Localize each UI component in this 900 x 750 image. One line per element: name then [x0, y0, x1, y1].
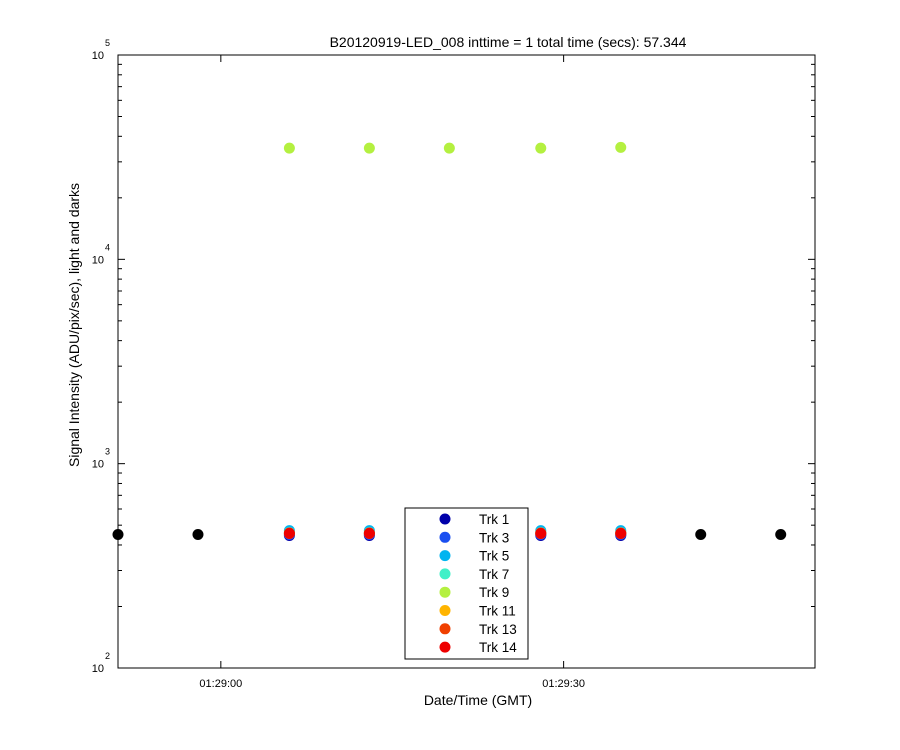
chart-title: B20120919-LED_008 inttime = 1 total time…	[330, 34, 687, 50]
dark-point	[112, 529, 124, 541]
legend-marker-trk-1	[439, 513, 451, 525]
legend-marker-trk-13	[439, 623, 451, 635]
legend-marker-trk-14	[439, 641, 451, 653]
trk-14-point	[535, 528, 547, 540]
legend-box	[404, 507, 529, 660]
legend-marker-trk-11	[439, 605, 451, 616]
legend: Trk 1 Trk 3 Trk 5 Trk 7 Trk 9 Trk 11 Trk 13 Trk…	[404, 507, 529, 660]
x-tick-label: 01:29:00	[199, 678, 242, 690]
trk-9-point	[535, 142, 547, 154]
trk-14-point	[283, 528, 295, 540]
trk-9-point	[283, 142, 295, 154]
legend-marker-trk-9	[439, 586, 451, 598]
legend-label-trk-7: Trk 7	[479, 567, 509, 582]
trk-14-point	[363, 528, 375, 540]
legend-label-trk-9: Trk 9	[479, 585, 509, 600]
y-tick-exponent: 3	[105, 447, 110, 457]
y-tick-exponent: 4	[105, 242, 110, 252]
y-tick-label: 10	[92, 663, 104, 675]
legend-label-trk-13: Trk 13	[479, 622, 517, 637]
legend-label-trk-11: Trk 11	[479, 604, 516, 619]
legend-label-trk-5: Trk 5	[479, 549, 509, 564]
legend-marker-trk-5	[439, 550, 451, 562]
x-axis-label: Date/Time (GMT)	[424, 692, 532, 708]
trk-9-point	[443, 142, 455, 154]
legend-label-trk-3: Trk 3	[479, 530, 509, 545]
y-axis-label: Signal Intensity (ADU/pix/sec), light an…	[66, 183, 82, 467]
dark-point	[775, 529, 787, 541]
legend-label-trk-1: Trk 1	[479, 512, 509, 527]
trk-9-point	[363, 142, 375, 154]
dark-point	[695, 529, 707, 541]
trk-9-point	[615, 141, 627, 153]
x-axis-ticks: 01:29:00 01:29:30	[199, 55, 585, 690]
legend-label-trk-14: Trk 14	[479, 640, 517, 655]
y-tick-label: 10	[92, 459, 104, 471]
trk-14-point	[615, 528, 627, 540]
x-tick-label: 01:29:30	[542, 678, 585, 690]
legend-marker-trk-3	[439, 531, 451, 543]
y-tick-exponent: 2	[105, 651, 110, 661]
y-tick-label: 10	[92, 50, 104, 62]
dark-point	[192, 529, 204, 541]
legend-marker-trk-7	[439, 568, 451, 580]
y-tick-label: 10	[92, 254, 104, 266]
y-tick-exponent: 5	[105, 38, 110, 48]
